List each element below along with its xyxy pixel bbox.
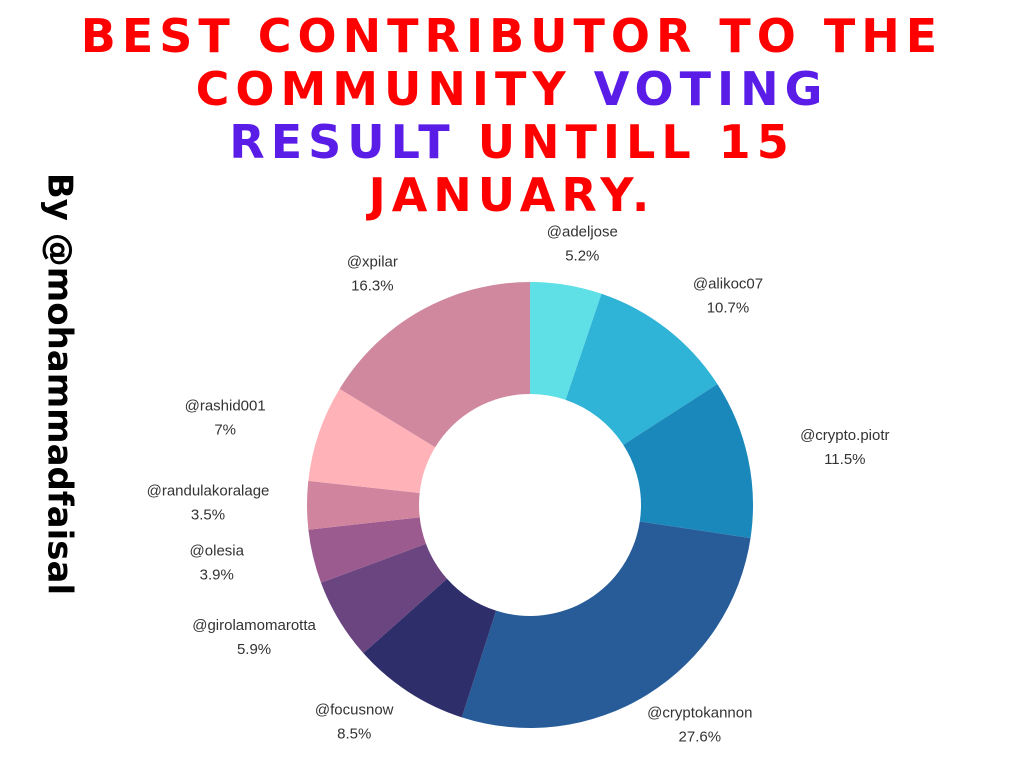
slice-value: 3.5%	[191, 506, 225, 523]
slice-label: @crypto.piotr	[800, 427, 889, 444]
chart-title: BEST CONTRIBUTOR TO THE	[81, 9, 943, 63]
title-segment: RESULT	[229, 115, 455, 169]
donut-slice	[565, 293, 718, 445]
donut-slice	[623, 384, 753, 539]
title-segment: VOTING	[594, 62, 829, 116]
slice-value: 7%	[214, 422, 236, 439]
donut-slice	[308, 388, 436, 494]
slice-value: 3.9%	[200, 567, 234, 584]
slice-label: @focusnow	[315, 702, 394, 719]
donut-slice	[363, 578, 497, 718]
donut-slice	[307, 480, 420, 530]
chart-title: COMMUNITY VOTING	[196, 62, 829, 116]
title-segment: COMMUNITY	[196, 62, 572, 116]
slice-value: 10.7%	[707, 299, 750, 316]
author-text: By @mohammadfaisal	[40, 173, 80, 595]
chart-title: JANUARY.	[366, 168, 656, 222]
slice-value: 11.5%	[824, 451, 865, 468]
slice-label: @alikoc07	[693, 275, 763, 292]
slice-label: @olesia	[190, 543, 245, 560]
slice-value: 5.2%	[565, 247, 599, 264]
title-segment: JANUARY.	[366, 168, 656, 222]
title-segment: UNTILL 15	[478, 115, 795, 169]
donut-slice	[530, 282, 602, 400]
title-segment: BEST CONTRIBUTOR TO THE	[81, 9, 943, 63]
slice-label: @adeljose	[547, 223, 618, 240]
donut-slice	[339, 282, 530, 448]
slice-label: @rashid001	[185, 398, 266, 415]
chart-title: RESULT UNTILL 15	[229, 115, 794, 169]
donut-slice	[461, 521, 751, 728]
slice-label: @girolamomarotta	[192, 617, 316, 634]
slice-value: 5.9%	[237, 641, 271, 658]
slice-value: 27.6%	[679, 729, 722, 746]
donut-slice	[308, 517, 426, 583]
slice-value: 8.5%	[337, 726, 371, 743]
slice-label: @xpilar	[347, 254, 398, 271]
slice-label: @cryptokannon	[647, 705, 752, 722]
donut-slice	[320, 543, 448, 654]
slice-label: @randulakoralage	[147, 482, 270, 499]
slice-value: 16.3%	[351, 278, 394, 295]
